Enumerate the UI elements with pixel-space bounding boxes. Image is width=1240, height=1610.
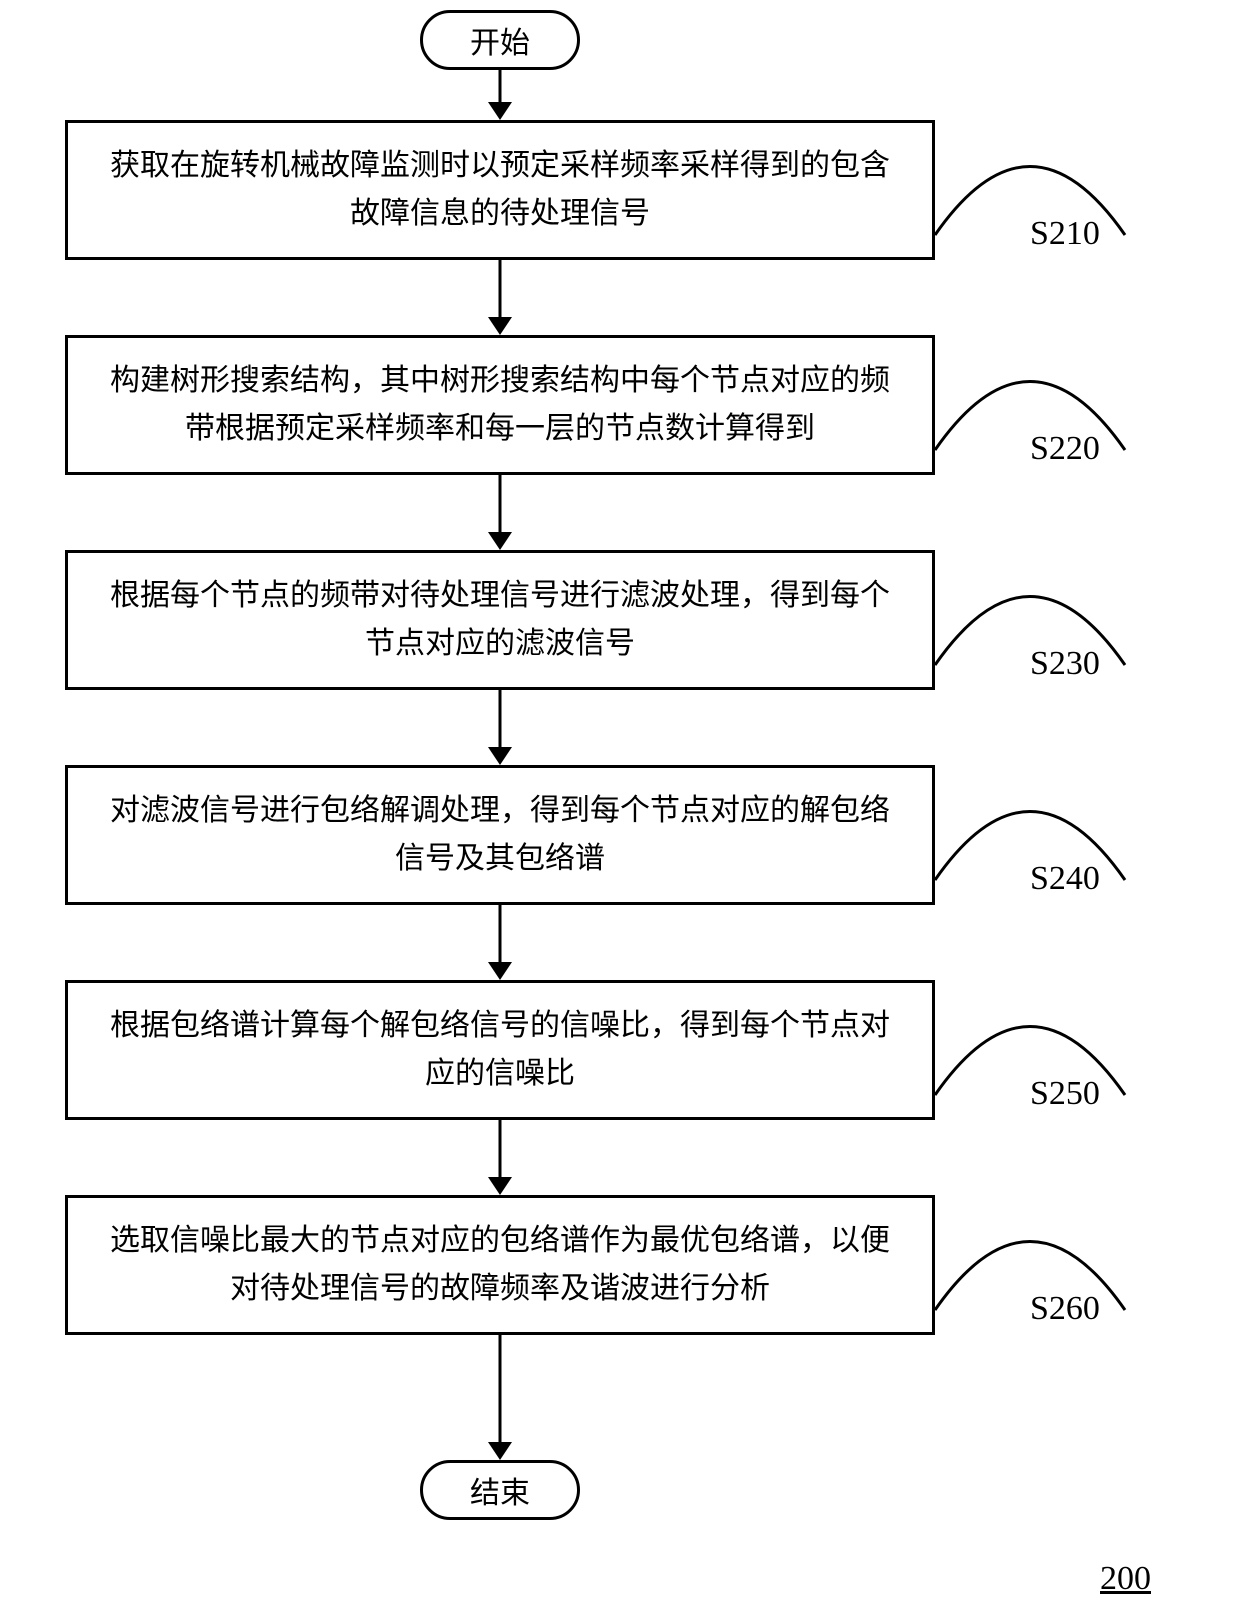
process-S240: 对滤波信号进行包络解调处理，得到每个节点对应的解包络信号及其包络谱 xyxy=(65,765,935,905)
process-S250: 根据包络谱计算每个解包络信号的信噪比，得到每个节点对应的信噪比 xyxy=(65,980,935,1120)
step-label-S240: S240 xyxy=(1030,860,1100,898)
step-label-S220: S220 xyxy=(1030,430,1100,468)
process-text-S210: 获取在旋转机械故障监测时以预定采样频率采样得到的包含故障信息的待处理信号 xyxy=(98,142,902,238)
step-label-S250: S250 xyxy=(1030,1075,1100,1113)
figure-number: 200 xyxy=(1100,1560,1151,1598)
connector-3 xyxy=(488,690,512,765)
start-terminal-label: 开始 xyxy=(470,18,530,62)
step-label-S260: S260 xyxy=(1030,1290,1100,1328)
process-S220: 构建树形搜索结构，其中树形搜索结构中每个节点对应的频带根据预定采样频率和每一层的… xyxy=(65,335,935,475)
connector-1 xyxy=(488,260,512,335)
process-S230: 根据每个节点的频带对待处理信号进行滤波处理，得到每个节点对应的滤波信号 xyxy=(65,550,935,690)
connector-6 xyxy=(488,1335,512,1460)
process-text-S250: 根据包络谱计算每个解包络信号的信噪比，得到每个节点对应的信噪比 xyxy=(98,1002,902,1098)
process-text-S240: 对滤波信号进行包络解调处理，得到每个节点对应的解包络信号及其包络谱 xyxy=(98,787,902,883)
start-terminal: 开始 xyxy=(420,10,580,70)
connector-5 xyxy=(488,1120,512,1195)
process-text-S260: 选取信噪比最大的节点对应的包络谱作为最优包络谱，以便对待处理信号的故障频率及谐波… xyxy=(98,1217,902,1313)
connector-2 xyxy=(488,475,512,550)
connector-0 xyxy=(488,70,512,120)
process-S210: 获取在旋转机械故障监测时以预定采样频率采样得到的包含故障信息的待处理信号 xyxy=(65,120,935,260)
end-terminal: 结束 xyxy=(420,1460,580,1520)
step-label-S210: S210 xyxy=(1030,215,1100,253)
connector-4 xyxy=(488,905,512,980)
process-text-S230: 根据每个节点的频带对待处理信号进行滤波处理，得到每个节点对应的滤波信号 xyxy=(98,572,902,668)
step-label-S230: S230 xyxy=(1030,645,1100,683)
process-S260: 选取信噪比最大的节点对应的包络谱作为最优包络谱，以便对待处理信号的故障频率及谐波… xyxy=(65,1195,935,1335)
end-terminal-label: 结束 xyxy=(470,1468,530,1512)
process-text-S220: 构建树形搜索结构，其中树形搜索结构中每个节点对应的频带根据预定采样频率和每一层的… xyxy=(98,357,902,453)
flowchart-canvas: 开始结束 获取在旋转机械故障监测时以预定采样频率采样得到的包含故障信息的待处理信号… xyxy=(0,0,1240,1610)
